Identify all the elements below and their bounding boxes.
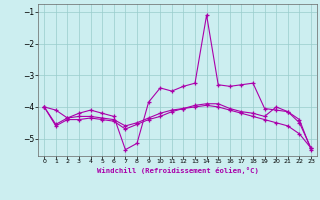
X-axis label: Windchill (Refroidissement éolien,°C): Windchill (Refroidissement éolien,°C) <box>97 167 259 174</box>
